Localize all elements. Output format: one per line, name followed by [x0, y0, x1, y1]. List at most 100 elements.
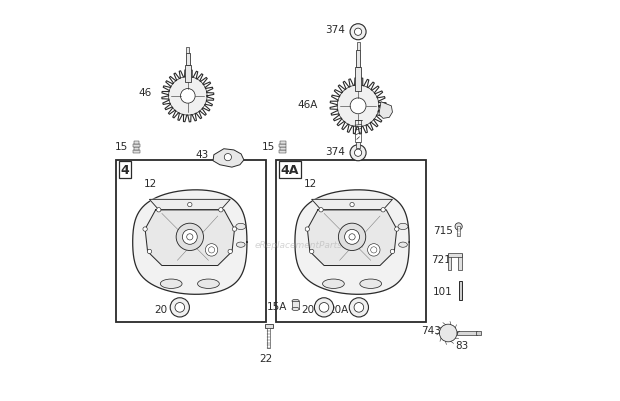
Text: 15: 15	[115, 142, 128, 152]
Text: 15: 15	[262, 142, 275, 152]
Bar	[185, 66, 190, 83]
Circle shape	[371, 247, 377, 253]
Text: 20: 20	[302, 304, 315, 314]
Ellipse shape	[236, 224, 246, 230]
Text: 20: 20	[154, 304, 167, 314]
Bar	[133, 144, 140, 147]
Text: 46A: 46A	[298, 99, 318, 109]
Circle shape	[148, 250, 152, 254]
Circle shape	[319, 303, 329, 312]
Circle shape	[305, 227, 309, 232]
Circle shape	[208, 247, 215, 253]
Text: 43: 43	[196, 150, 209, 160]
Text: 4: 4	[120, 164, 129, 177]
Bar	[276, 160, 426, 322]
Circle shape	[349, 298, 368, 317]
Circle shape	[224, 154, 231, 161]
Bar	[265, 324, 273, 328]
Bar	[448, 254, 462, 258]
Ellipse shape	[198, 279, 219, 289]
Circle shape	[175, 303, 185, 312]
Circle shape	[368, 244, 380, 257]
Circle shape	[188, 203, 192, 207]
Circle shape	[319, 208, 323, 213]
Bar	[292, 301, 299, 309]
Polygon shape	[312, 200, 392, 210]
Ellipse shape	[399, 243, 407, 248]
Polygon shape	[133, 190, 247, 295]
Bar	[476, 331, 481, 336]
Bar	[133, 151, 140, 154]
Bar	[458, 255, 462, 270]
Circle shape	[349, 234, 355, 240]
Circle shape	[143, 227, 148, 232]
Bar	[356, 43, 360, 51]
Circle shape	[440, 324, 457, 342]
Circle shape	[350, 203, 354, 207]
Circle shape	[394, 227, 399, 232]
Text: 101: 101	[433, 287, 453, 297]
Text: 721: 721	[431, 255, 451, 265]
Bar	[186, 54, 190, 66]
Circle shape	[228, 250, 232, 254]
Bar	[280, 142, 286, 144]
Circle shape	[355, 150, 361, 157]
Bar	[448, 255, 451, 270]
Circle shape	[180, 89, 195, 104]
Circle shape	[182, 230, 197, 245]
Circle shape	[232, 227, 237, 232]
Text: 743: 743	[422, 325, 441, 335]
Bar	[356, 143, 360, 149]
Circle shape	[345, 230, 360, 245]
Bar	[280, 148, 286, 150]
Circle shape	[309, 250, 314, 254]
Polygon shape	[149, 200, 230, 210]
Circle shape	[205, 244, 218, 257]
Circle shape	[381, 208, 385, 213]
Circle shape	[350, 145, 366, 161]
Ellipse shape	[292, 308, 299, 311]
Circle shape	[350, 99, 366, 115]
Bar	[457, 227, 460, 237]
Circle shape	[350, 25, 366, 41]
Circle shape	[187, 234, 193, 240]
Text: 20A: 20A	[328, 304, 348, 314]
Circle shape	[157, 208, 161, 213]
Text: eReplacementParts.com: eReplacementParts.com	[255, 240, 365, 249]
Ellipse shape	[161, 279, 182, 289]
Bar	[267, 328, 270, 348]
Polygon shape	[295, 190, 409, 295]
Bar	[279, 151, 286, 154]
Bar	[457, 331, 477, 335]
Circle shape	[455, 223, 463, 231]
Ellipse shape	[322, 279, 344, 289]
Polygon shape	[213, 149, 244, 168]
Text: 22: 22	[259, 353, 273, 363]
Text: 83: 83	[455, 340, 468, 350]
Bar	[134, 142, 140, 144]
Circle shape	[390, 250, 394, 254]
Bar	[279, 144, 286, 147]
Bar	[134, 148, 140, 150]
Bar	[356, 51, 360, 68]
Text: 12: 12	[304, 178, 317, 188]
Polygon shape	[169, 77, 207, 116]
Bar	[187, 48, 189, 54]
Polygon shape	[308, 210, 397, 266]
Bar	[355, 68, 361, 92]
Text: 374: 374	[325, 24, 345, 34]
Ellipse shape	[292, 300, 299, 303]
Text: 374: 374	[325, 147, 345, 157]
Circle shape	[170, 298, 190, 317]
Circle shape	[354, 303, 364, 312]
Text: 15A: 15A	[267, 302, 287, 312]
Circle shape	[219, 208, 223, 213]
Polygon shape	[145, 210, 234, 266]
Circle shape	[314, 298, 334, 317]
Polygon shape	[379, 102, 392, 119]
Circle shape	[355, 29, 361, 36]
Bar	[116, 160, 266, 322]
Circle shape	[176, 224, 203, 251]
Ellipse shape	[360, 279, 381, 289]
Bar	[355, 121, 361, 143]
